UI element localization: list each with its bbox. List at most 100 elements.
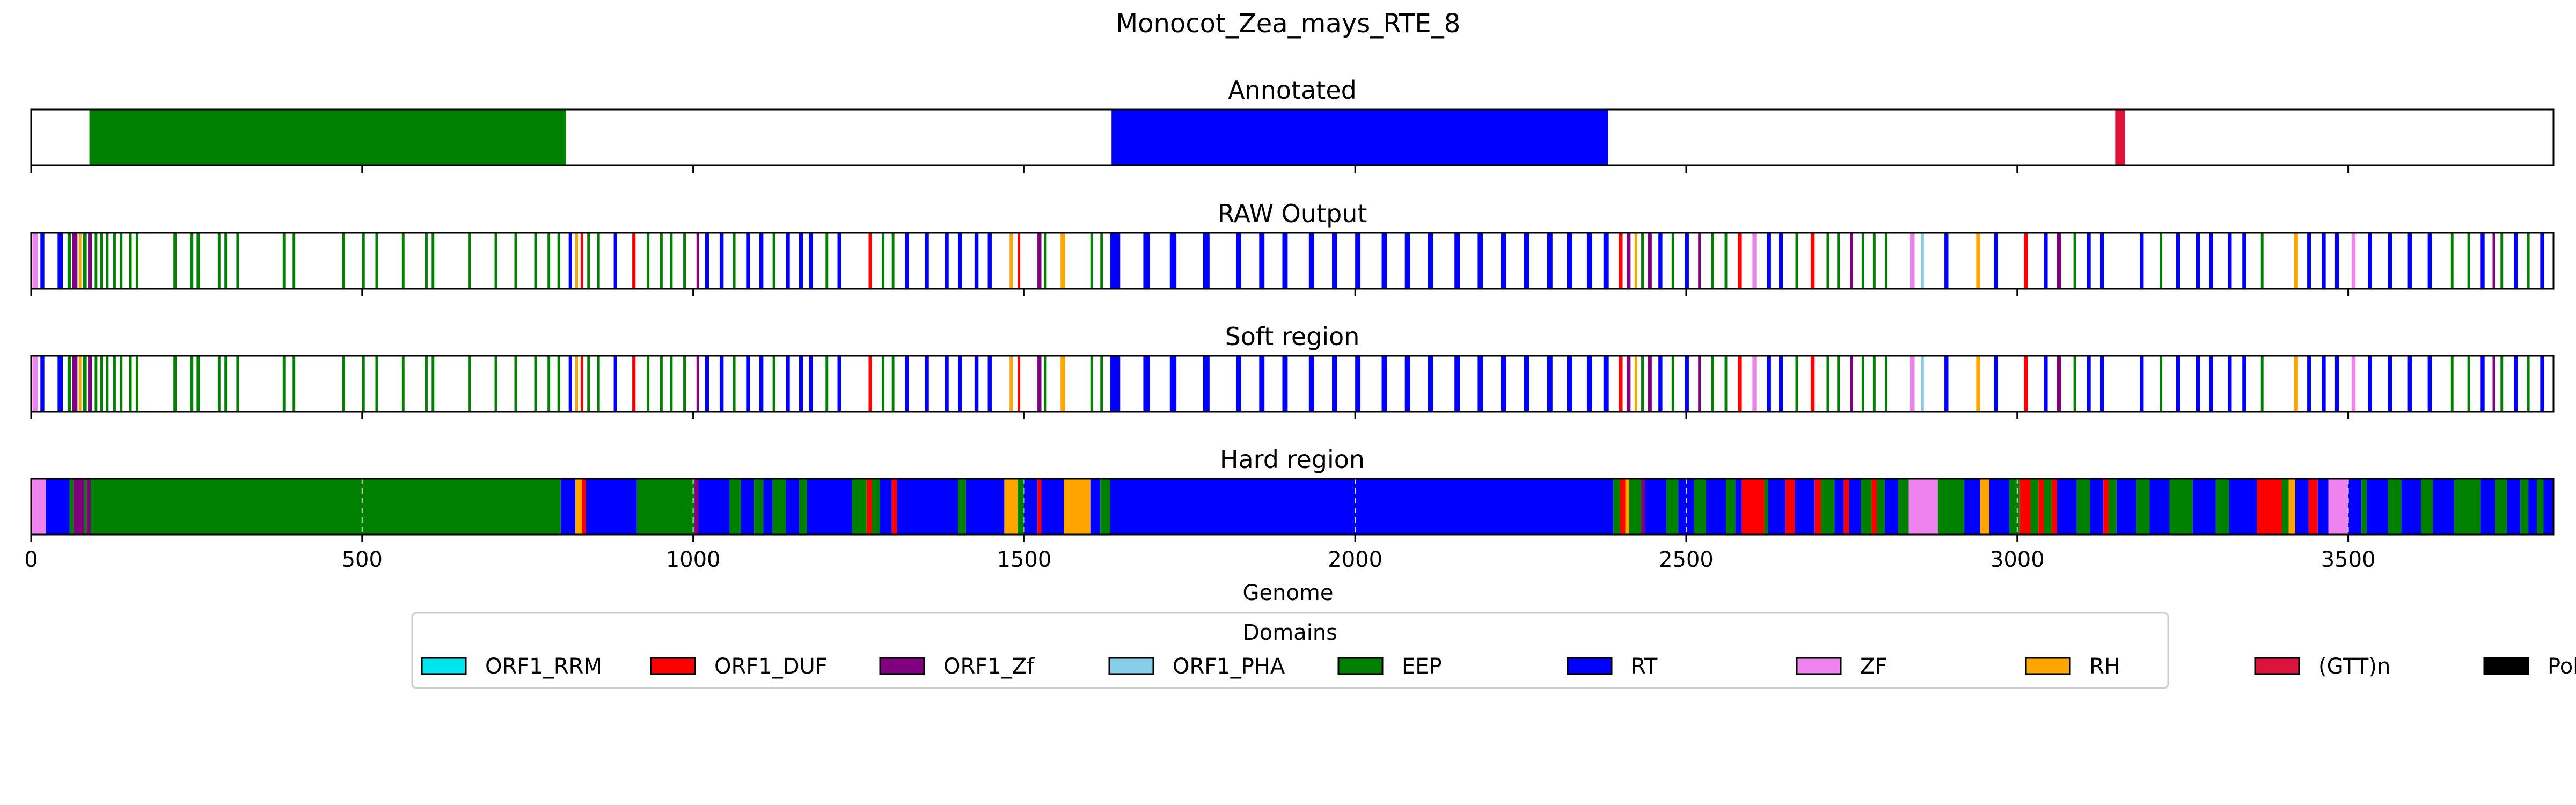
domain-segment <box>1698 356 1701 412</box>
domain-segment <box>1524 356 1529 412</box>
domain-segment <box>1501 233 1506 289</box>
domain-segment <box>1100 356 1103 412</box>
domain-segment <box>1567 356 1572 412</box>
domain-segment <box>1826 356 1829 412</box>
domain-segment <box>1814 479 1821 535</box>
x-tick-label: 1000 <box>666 547 721 572</box>
domain-segment <box>173 233 177 289</box>
x-tick-label: 3000 <box>1990 547 2045 572</box>
figure-title: Monocot_Zea_mays_RTE_8 <box>1116 9 1461 39</box>
domain-segment <box>2351 356 2356 412</box>
x-tick-label: 2500 <box>1659 547 1714 572</box>
domain-segment <box>647 356 650 412</box>
domain-segment <box>1625 479 1629 535</box>
domain-segment <box>2328 479 2348 535</box>
domain-segment <box>1861 356 1864 412</box>
domain-segment <box>32 233 38 289</box>
domain-segment <box>2368 356 2372 412</box>
domain-segment <box>1454 356 1460 412</box>
domain-segment <box>1994 233 1999 289</box>
domain-segment <box>129 233 132 289</box>
domain-segment <box>1885 356 1887 412</box>
domain-segment <box>1567 233 1572 289</box>
domain-segment <box>2090 479 2104 535</box>
domain-segment <box>468 356 471 412</box>
domain-segment <box>759 233 764 289</box>
domain-segment <box>2528 479 2537 535</box>
domain-segment <box>974 356 979 412</box>
domain-segment <box>2051 479 2057 535</box>
domain-segment <box>632 356 636 412</box>
domain-segment <box>660 233 663 289</box>
domain-segment <box>729 479 741 535</box>
domain-segment <box>2401 479 2421 535</box>
domain-segment <box>362 233 365 289</box>
legend-swatch <box>1567 657 1613 675</box>
domain-segment <box>1976 356 1980 412</box>
domain-segment <box>1810 233 1815 289</box>
domain-segment <box>868 233 872 289</box>
domain-segment <box>1921 233 1924 289</box>
domain-segment <box>2229 479 2257 535</box>
domain-segment <box>557 233 560 289</box>
domain-segment <box>1547 233 1553 289</box>
domain-segment <box>1711 233 1714 289</box>
panel-frame <box>30 355 2555 413</box>
domain-segment <box>40 356 45 412</box>
domain-segment <box>2024 233 2028 289</box>
domain-segment <box>1501 356 1506 412</box>
domain-segment <box>647 233 650 289</box>
domain-segment <box>763 479 773 535</box>
domain-segment <box>2513 356 2518 412</box>
domain-segment <box>106 233 109 289</box>
domain-segment <box>547 233 551 289</box>
track-panel: Soft region <box>30 322 2555 419</box>
legend-swatch <box>1337 657 1384 675</box>
domain-segment <box>613 356 617 412</box>
domain-segment <box>1454 233 1460 289</box>
domain-segment <box>2294 356 2298 412</box>
domain-segment <box>1795 356 1798 412</box>
domain-segment <box>1037 233 1042 289</box>
domain-segment <box>2057 233 2061 289</box>
legend-label: EEP <box>1402 654 1442 679</box>
domain-segment <box>636 479 695 535</box>
domain-segment <box>2024 356 2028 412</box>
domain-segment <box>575 479 582 535</box>
domain-segment <box>1976 233 1980 289</box>
domain-segment <box>1629 479 1642 535</box>
domain-segment <box>362 356 365 412</box>
domain-segment <box>425 233 428 289</box>
domain-segment <box>100 356 103 412</box>
domain-segment <box>1726 479 1736 535</box>
domain-segment <box>2450 233 2454 289</box>
domain-segment <box>282 356 286 412</box>
domain-segment <box>1404 356 1410 412</box>
domain-segment <box>2057 479 2077 535</box>
domain-segment <box>882 356 885 412</box>
domain-segment <box>1843 479 1849 535</box>
domain-segment <box>1779 233 1783 289</box>
domain-segment <box>78 356 82 412</box>
domain-segment <box>2454 479 2481 535</box>
track-panel: RAW Output <box>30 199 2555 296</box>
domain-segment <box>1282 233 1288 289</box>
domain-segment <box>1090 479 1101 535</box>
domain-segment <box>1658 233 1663 289</box>
domain-segment <box>2044 233 2048 289</box>
track-panels: Annotated RAW Output Soft region Hard regio… <box>30 76 2555 542</box>
domain-segment <box>696 356 699 412</box>
domain-segment <box>1110 356 1121 412</box>
domain-segment <box>2140 356 2144 412</box>
domain-segment <box>1018 233 1020 289</box>
domain-segment <box>1641 479 1645 535</box>
domain-segment <box>78 233 82 289</box>
domain-segment <box>1768 479 1786 535</box>
domain-segment <box>799 356 803 412</box>
domain-segment <box>236 233 239 289</box>
domain-segment <box>2019 479 2031 535</box>
domain-segment <box>1203 233 1210 289</box>
domain-segment <box>1821 479 1835 535</box>
domain-segment <box>2192 479 2216 535</box>
domain-segment <box>217 356 221 412</box>
